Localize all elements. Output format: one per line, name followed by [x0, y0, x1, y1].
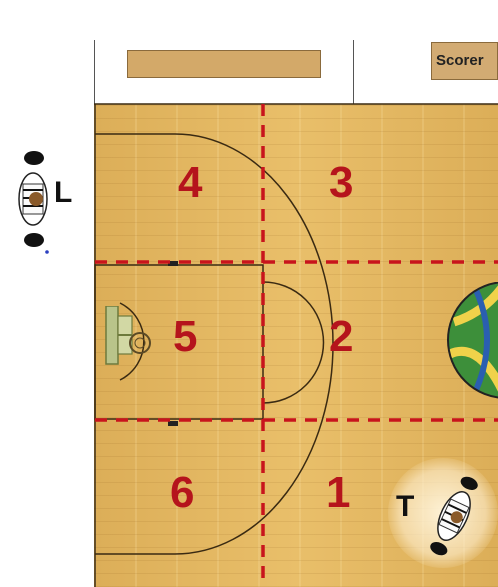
basketball-icon: [447, 282, 498, 399]
restricted-area-arc: [119, 302, 145, 381]
lead-official-figure: [18, 151, 49, 254]
lane-block-mark: [168, 261, 178, 266]
trail-official-figure: [430, 476, 478, 556]
zone-5-label: 5: [173, 312, 198, 361]
zone-6-label: 6: [170, 468, 195, 517]
bench-divider-middle: [353, 40, 354, 104]
trail-official-label: T: [396, 490, 415, 523]
zone-3-label: 3: [329, 158, 354, 207]
scorer-table: Scorer: [431, 42, 498, 80]
free-throw-circle: [262, 281, 325, 404]
three-point-line: [95, 133, 334, 555]
scorer-label: Scorer: [436, 52, 484, 69]
basket-icon: [105, 306, 151, 365]
lane-block-mark: [168, 421, 178, 426]
bench-divider-left: [94, 40, 95, 104]
team-bench: [127, 50, 321, 78]
court-floor: [94, 104, 498, 587]
lead-official-label: L: [54, 176, 73, 209]
zone-2-label: 2: [329, 312, 354, 361]
zone-1-label: 1: [326, 468, 351, 517]
zone-4-label: 4: [178, 158, 203, 207]
